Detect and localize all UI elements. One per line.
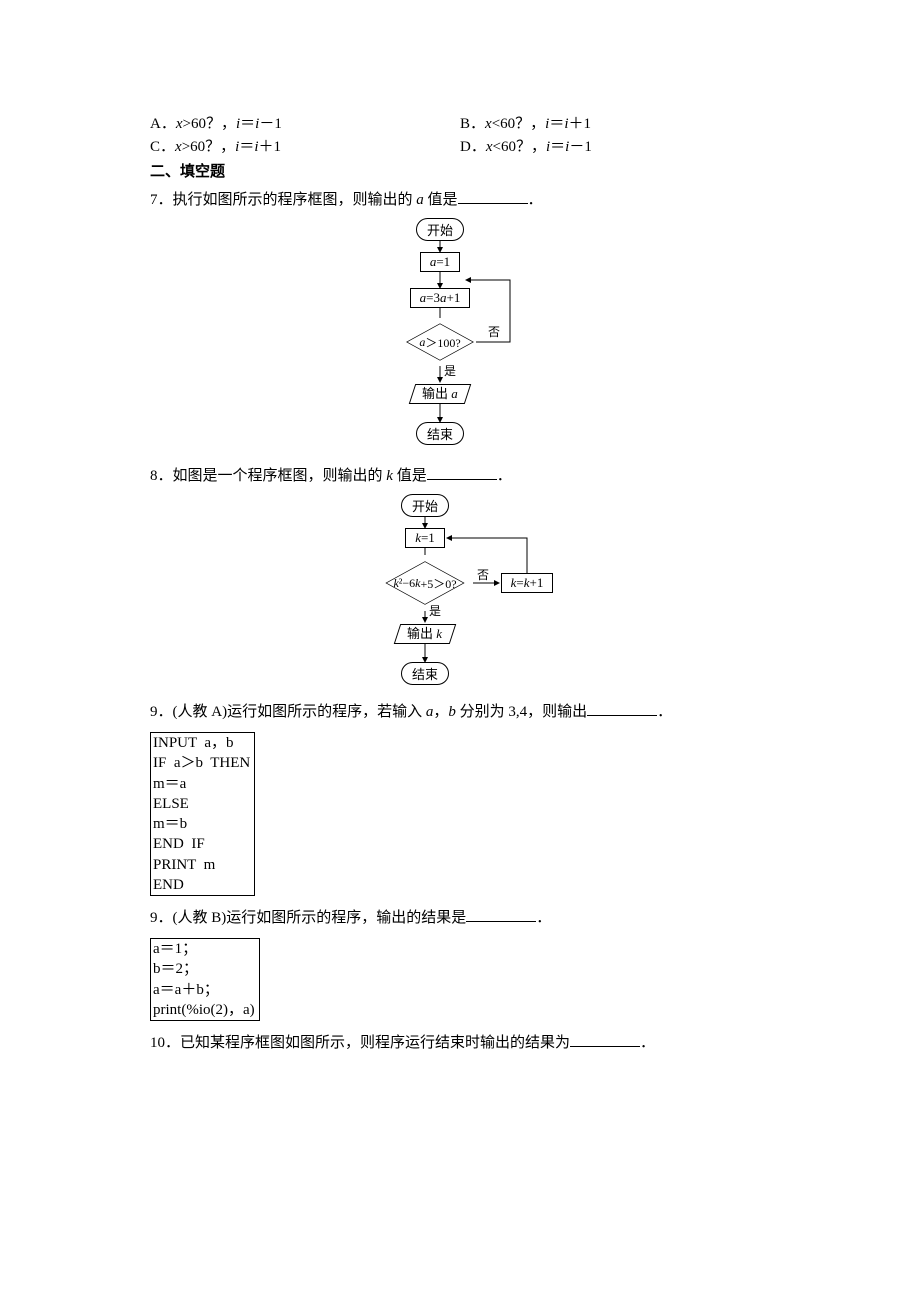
q7-blank [458,188,528,204]
q10-blank [570,1031,640,1047]
q9a-mid: 分别为 3,4，则输出 [456,704,587,720]
q7-flowchart-wrap: 开始 a=1 a=3a+1 a＞100? 是 否 输出 a 结束 [150,218,770,458]
q9b-code: a＝1； b＝2； a＝a＋b； print(%io(2)，a) [150,938,260,1021]
q9b-period: ． [536,910,551,926]
q7-end: 结束 [416,422,464,445]
q7-init: a=1 [420,252,460,272]
q10-text: 10．已知某程序框图如图所示，则程序运行结束时输出的结果为 ． [150,1031,770,1055]
q7-out-pre: 输出 [422,386,451,401]
q7-post: 值是 [424,192,458,208]
q7-pre: 7．执行如图所示的程序框图，则输出的 [150,192,416,208]
q7-flowchart: 开始 a=1 a=3a+1 a＞100? 是 否 输出 a 结束 [370,218,550,458]
q8-cond: k²−6k+5＞0? [397,555,453,611]
q6-options-row1: A．x>60？，i＝i－1 B．x<60？，i＝i＋1 [150,112,770,133]
q8-blank [427,464,497,480]
q7-var: a [416,192,424,208]
document-page: A．x>60？，i＝i－1 B．x<60？，i＝i＋1 C．x>60？，i＝i＋… [0,0,920,1259]
q7-yes: 是 [444,362,456,379]
q7-start: 开始 [416,218,464,241]
q9a-period: ． [657,704,672,720]
q10-pre: 10．已知某程序框图如图所示，则程序运行结束时输出的结果为 [150,1035,570,1051]
q8-period: ． [497,468,512,484]
q7-period: ． [528,192,543,208]
q8-yes: 是 [429,602,441,619]
q8-pre: 8．如图是一个程序框图，则输出的 [150,468,386,484]
q8-no: 否 [477,566,489,583]
q9a-sep: ， [433,704,448,720]
q8-flowchart-wrap: 开始 k=1 k²−6k+5＞0? 是 否 k=k+1 输出 k 结束 [150,494,770,694]
q9a-pre: 9．(人教 A)运行如图所示的程序，若输入 [150,704,426,720]
q8-post: 值是 [393,468,427,484]
section-heading: 二、填空题 [150,160,770,184]
q8-inc: k=k+1 [501,573,553,593]
q7-output: 输出 a [409,384,471,404]
q8-init: k=1 [405,528,445,548]
q6-option-a: A．x>60？，i＝i－1 [150,112,460,133]
q6-option-d: D．x<60？，i＝i－1 [460,135,770,156]
q6-option-c: C．x>60？，i＝i＋1 [150,135,460,156]
q9a-code: INPUT a，b IF a＞b THEN m＝a ELSE m＝b END I… [150,732,255,896]
q9a-text: 9．(人教 A)运行如图所示的程序，若输入 a，b 分别为 3,4，则输出． [150,700,770,724]
q8-out-pre: 输出 [407,626,436,641]
q8-end: 结束 [401,662,449,685]
q8-output: 输出 k [394,624,456,644]
q9a-var2: b [448,704,456,720]
q7-text: 7．执行如图所示的程序框图，则输出的 a 值是 ． [150,188,770,212]
q9a-blank [587,700,657,716]
q6-options-row2: C．x>60？，i＝i＋1 D．x<60？，i＝i－1 [150,135,770,156]
q8-var: k [386,468,393,484]
q7-step: a=3a+1 [410,288,470,308]
q7-no: 否 [488,323,500,340]
q9b-text: 9．(人教 B)运行如图所示的程序，输出的结果是 ． [150,906,770,930]
q9b-blank [466,906,536,922]
q10-period: ． [640,1035,655,1051]
q8-start: 开始 [401,494,449,517]
q8-text: 8．如图是一个程序框图，则输出的 k 值是 ． [150,464,770,488]
q8-out-var: k [437,626,443,641]
q6-option-b: B．x<60？，i＝i＋1 [460,112,770,133]
q9b-pre: 9．(人教 B)运行如图所示的程序，输出的结果是 [150,910,466,926]
q7-cond: a＞100? [416,318,464,366]
q8-flowchart: 开始 k=1 k²−6k+5＞0? 是 否 k=k+1 输出 k 结束 [345,494,575,694]
q7-out-var: a [451,386,458,401]
